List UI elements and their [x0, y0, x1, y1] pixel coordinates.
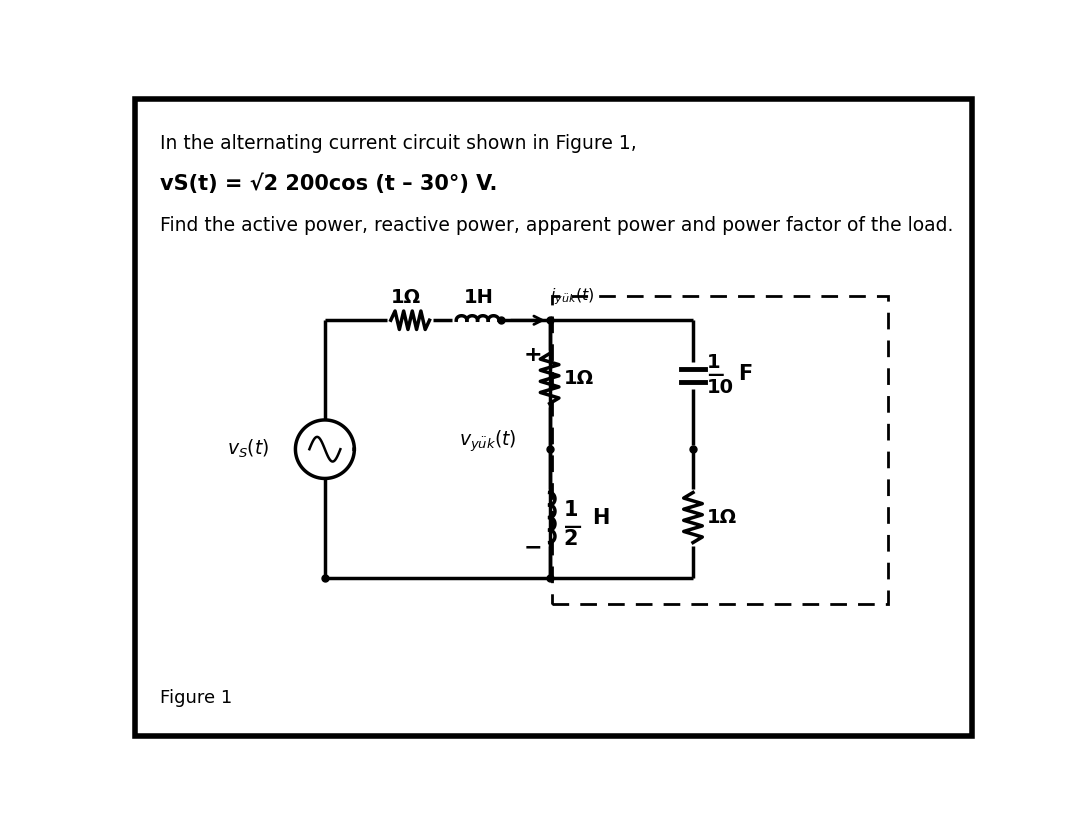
Text: F: F — [738, 364, 752, 384]
Text: Figure 1: Figure 1 — [160, 689, 232, 707]
Text: 10: 10 — [707, 378, 734, 397]
Text: −: − — [524, 538, 542, 557]
Text: —: — — [707, 366, 724, 384]
Text: $i_{y\"{u}k}(t)$: $i_{y\"{u}k}(t)$ — [550, 286, 594, 307]
Text: +: + — [524, 345, 542, 365]
Text: 1Ω: 1Ω — [564, 369, 594, 388]
Text: 2: 2 — [564, 529, 578, 549]
Text: vS(t) = √2 200cos (t – 30°) V.: vS(t) = √2 200cos (t – 30°) V. — [160, 174, 497, 194]
Text: —: — — [564, 518, 582, 536]
Text: $v_{y\"{u}k}(t)$: $v_{y\"{u}k}(t)$ — [459, 428, 516, 454]
Text: 1: 1 — [564, 500, 578, 520]
Bar — [552, 295, 889, 604]
Text: Find the active power, reactive power, apparent power and power factor of the lo: Find the active power, reactive power, a… — [160, 217, 954, 235]
Text: In the alternating current circuit shown in Figure 1,: In the alternating current circuit shown… — [160, 134, 636, 153]
Text: H: H — [592, 508, 609, 528]
Text: 1H: 1H — [464, 288, 494, 307]
Text: $v_S(t)$: $v_S(t)$ — [227, 438, 269, 461]
Text: 1: 1 — [707, 353, 720, 372]
Text: 1Ω: 1Ω — [707, 508, 737, 527]
Text: 1Ω: 1Ω — [391, 288, 421, 307]
